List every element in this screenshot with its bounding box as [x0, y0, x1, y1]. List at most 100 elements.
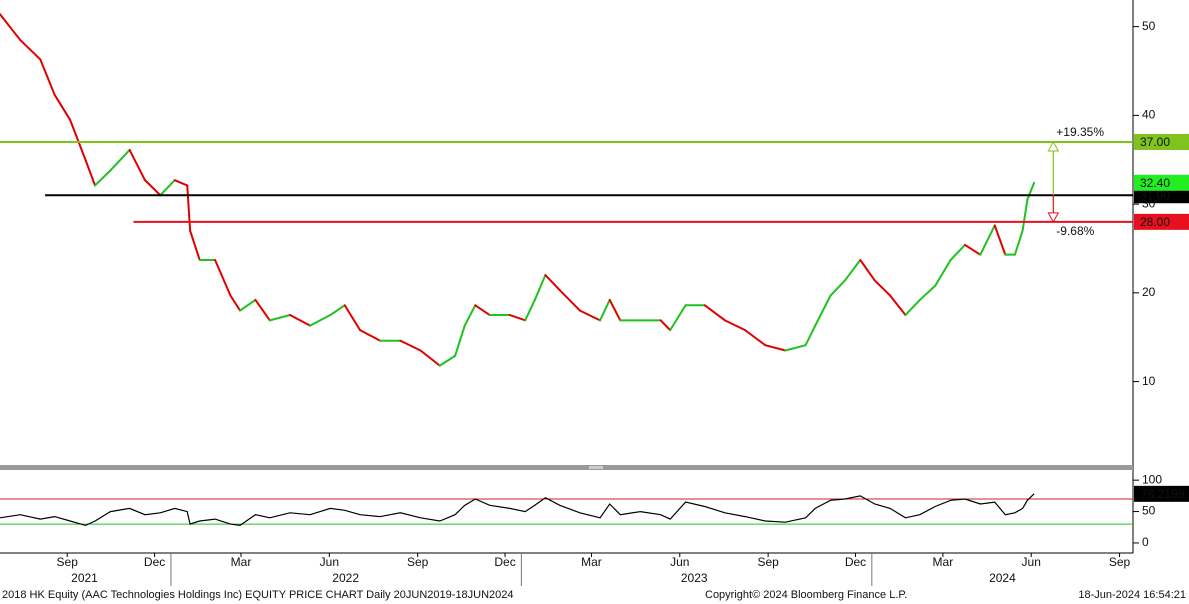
- x-tick-label: Jun: [670, 555, 689, 569]
- price-segment: [979, 224, 996, 256]
- last-price-label: 32.40: [1140, 176, 1170, 190]
- price-segment: [578, 309, 602, 322]
- price-segment: [159, 179, 176, 197]
- price-segment: [814, 294, 832, 327]
- level-box: [1134, 133, 1189, 150]
- divider-grip: [589, 466, 603, 469]
- y-tick-label: 20: [1142, 285, 1156, 299]
- y-tick-label: 40: [1142, 108, 1156, 122]
- price-segment: [599, 298, 611, 322]
- x-tick-label: Sep: [407, 555, 429, 569]
- y-tick-label: 50: [1142, 504, 1156, 518]
- price-segment: [558, 289, 581, 312]
- price-segment: [173, 179, 189, 187]
- last-rsi-label: 78.2199: [1141, 487, 1185, 501]
- price-segment: [268, 314, 291, 322]
- price-segment: [229, 294, 242, 312]
- price-segment: [703, 304, 726, 322]
- price-segment: [399, 339, 422, 352]
- price-segment: [343, 304, 362, 332]
- price-segment: [189, 229, 201, 262]
- price-segment: [843, 259, 862, 282]
- price-segment: [143, 179, 162, 197]
- price-segment: [214, 259, 232, 297]
- footer-right: 18-Jun-2024 16:54:21: [1078, 589, 1186, 601]
- year-label: 2022: [332, 571, 359, 585]
- rsi-line: [0, 493, 1035, 527]
- price-segment: [949, 243, 966, 262]
- x-tick-label: Mar: [933, 555, 954, 569]
- price-segment: [508, 314, 527, 322]
- last-rsi-box: [1134, 485, 1189, 502]
- price-segment: [934, 259, 952, 287]
- y-tick-label: 50: [1142, 19, 1156, 33]
- price-segment: [94, 169, 112, 187]
- price-segment: [533, 274, 547, 301]
- price-segment: [254, 298, 271, 322]
- year-label: 2024: [989, 571, 1016, 585]
- level-label: 28.00: [1140, 215, 1170, 229]
- price-segment: [804, 324, 817, 347]
- x-tick-label: Jun: [320, 555, 339, 569]
- measure-arrowhead: [1047, 212, 1060, 223]
- price-segment: [904, 298, 921, 317]
- x-tick-label: Mar: [581, 555, 602, 569]
- price-segment: [186, 184, 192, 232]
- price-segment: [69, 118, 87, 161]
- measure-arrowhead: [1047, 140, 1060, 152]
- price-segment: [239, 298, 257, 312]
- y-tick-label: 10: [1142, 374, 1156, 388]
- measure-label: +19.35%: [1056, 125, 1104, 139]
- price-segment: [669, 304, 687, 332]
- price-segment: [1021, 198, 1029, 232]
- level-box: [1134, 213, 1189, 230]
- x-tick-label: Jun: [1022, 555, 1041, 569]
- price-segment: [993, 224, 1007, 256]
- footer-center: Copyright© 2024 Bloomberg Finance L.P.: [705, 589, 907, 601]
- x-tick-label: Sep: [57, 555, 79, 569]
- price-segment: [918, 284, 937, 301]
- price-segment: [544, 274, 561, 292]
- price-segment: [744, 329, 767, 347]
- price-segment: [39, 58, 56, 96]
- price-segment: [889, 294, 907, 317]
- price-segment: [419, 349, 441, 367]
- y-tick-label: 100: [1142, 472, 1162, 486]
- price-segment: [359, 329, 382, 342]
- price-segment: [329, 304, 346, 317]
- measure-label: -9.68%: [1056, 224, 1094, 238]
- price-segment: [463, 304, 477, 327]
- x-tick-label: Sep: [1109, 555, 1131, 569]
- price-segment: [873, 279, 892, 297]
- footer-left: 2018 HK Equity (AAC Technologies Holding…: [2, 589, 514, 601]
- panel-divider: [0, 465, 1133, 470]
- x-tick-label: Dec: [845, 555, 866, 569]
- y-tick-label: 0: [1142, 535, 1149, 549]
- x-tick-label: Dec: [144, 555, 165, 569]
- price-segment: [474, 304, 491, 317]
- last-price-box: [1134, 174, 1189, 191]
- price-segment: [608, 298, 622, 322]
- price-segment: [128, 148, 146, 182]
- price-segment: [109, 148, 131, 172]
- price-segment: [454, 324, 466, 357]
- price-segment: [309, 314, 332, 327]
- price-segment: [659, 319, 672, 332]
- price-segment: [84, 158, 97, 187]
- price-segment: [764, 344, 787, 352]
- price-segment: [438, 354, 457, 367]
- level-label: 31.00: [1140, 188, 1170, 202]
- x-tick-label: Dec: [494, 555, 515, 569]
- price-segment: [0, 13, 22, 41]
- price-segment: [829, 279, 846, 297]
- year-label: 2021: [71, 571, 98, 585]
- x-tick-label: Mar: [231, 555, 252, 569]
- x-tick-label: Sep: [757, 555, 779, 569]
- price-segment: [859, 259, 876, 282]
- price-segment: [1026, 181, 1036, 201]
- price-segment: [723, 319, 747, 332]
- year-label: 2023: [681, 571, 708, 585]
